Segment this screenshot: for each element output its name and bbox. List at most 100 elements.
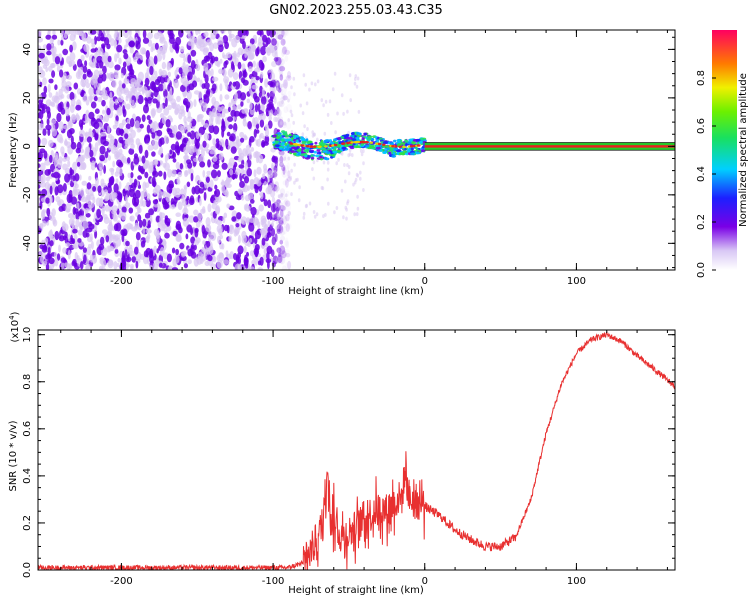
noise-blob [163,107,170,116]
noise-blob [91,43,96,48]
noise-blob [286,75,292,81]
noise-blob [109,193,116,203]
band-hotspot [289,142,294,145]
y-tick-label: -20 [22,187,33,203]
noise-blob [281,217,285,225]
noise-blob [117,204,122,210]
noise-blob [355,172,359,177]
noise-blob [156,248,160,254]
noise-blob [206,39,212,46]
noise-blob [242,70,248,78]
noise-blob [280,88,284,96]
noise-blob [111,234,116,240]
noise-blob [348,148,352,153]
noise-blob [353,81,357,86]
noise-blob [267,184,272,193]
colorbar-gradient [712,30,737,270]
noise-blob [54,258,59,267]
noise-blob [166,253,172,263]
noise-blob [283,226,287,235]
y-tick-label: 0.4 [22,468,33,484]
noise-blob [186,181,191,188]
noise-blob [264,242,269,248]
noise-blob [280,214,287,220]
noise-blob [320,98,324,103]
noise-blob [261,103,265,112]
noise-blob [214,30,219,35]
noise-blob [100,236,105,246]
noise-blob [201,224,206,235]
noise-blob [163,88,168,99]
y-tick-label: 20 [22,92,33,105]
noise-blob [170,169,177,178]
noise-blob [137,214,142,222]
noise-blob [253,92,258,100]
noise-blob [322,214,325,219]
noise-blob [72,161,78,171]
noise-blob [58,88,63,98]
noise-blob [283,106,289,114]
band-blob [294,135,300,138]
noise-blob [172,187,178,196]
noise-blob [222,52,225,59]
noise-blob [46,207,51,217]
noise-blob [229,168,234,176]
noise-blob [199,161,206,168]
noise-blob [233,50,237,60]
noise-blob [157,76,162,83]
noise-blob [280,38,286,46]
noise-blob [205,90,210,98]
noise-blob [167,84,171,92]
noise-blob [348,73,352,78]
noise-blob [166,61,171,71]
noise-blob [225,250,229,258]
noise-blob [267,170,274,179]
noise-blob [80,122,84,131]
noise-blob [153,228,160,237]
noise-blob [219,113,226,118]
noise-blob [52,216,56,225]
band-blob [300,138,306,142]
noise-blob [186,104,189,113]
band-blob [374,136,378,139]
noise-blob [326,177,329,182]
noise-blob [264,223,269,230]
noise-blob [257,267,264,270]
noise-blob [201,83,206,89]
noise-blob [138,144,143,154]
noise-blob [109,167,115,173]
noise-blob [289,109,293,114]
noise-blob [76,30,81,36]
noise-blob [180,125,186,134]
band-hotspot [313,145,317,148]
noise-blob [123,78,130,85]
noise-blob [84,207,89,214]
noise-blob [246,167,252,177]
noise-blob [47,30,51,35]
band-hotspot [333,143,338,147]
noise-blob [47,83,51,93]
noise-blob [238,147,243,157]
noise-blob [202,62,209,72]
band-blob [272,134,277,138]
noise-blob [183,155,190,160]
noise-blob [95,177,99,186]
noise-blob [133,178,138,187]
noise-blob [104,37,110,46]
noise-blob [84,137,87,143]
noise-blob [193,244,197,251]
noise-blob [73,82,79,90]
noise-blob [93,79,98,89]
noise-blob [190,60,196,69]
noise-blob [124,185,130,192]
noise-blob [193,209,199,216]
band-blob [313,150,317,154]
noise-blob [287,118,291,123]
noise-blob [275,56,282,66]
noise-blob [254,256,259,266]
noise-blob [101,43,106,48]
noise-blob [55,154,59,163]
noise-blob [142,218,147,227]
noise-blob [345,207,348,212]
noise-blob [129,188,135,198]
